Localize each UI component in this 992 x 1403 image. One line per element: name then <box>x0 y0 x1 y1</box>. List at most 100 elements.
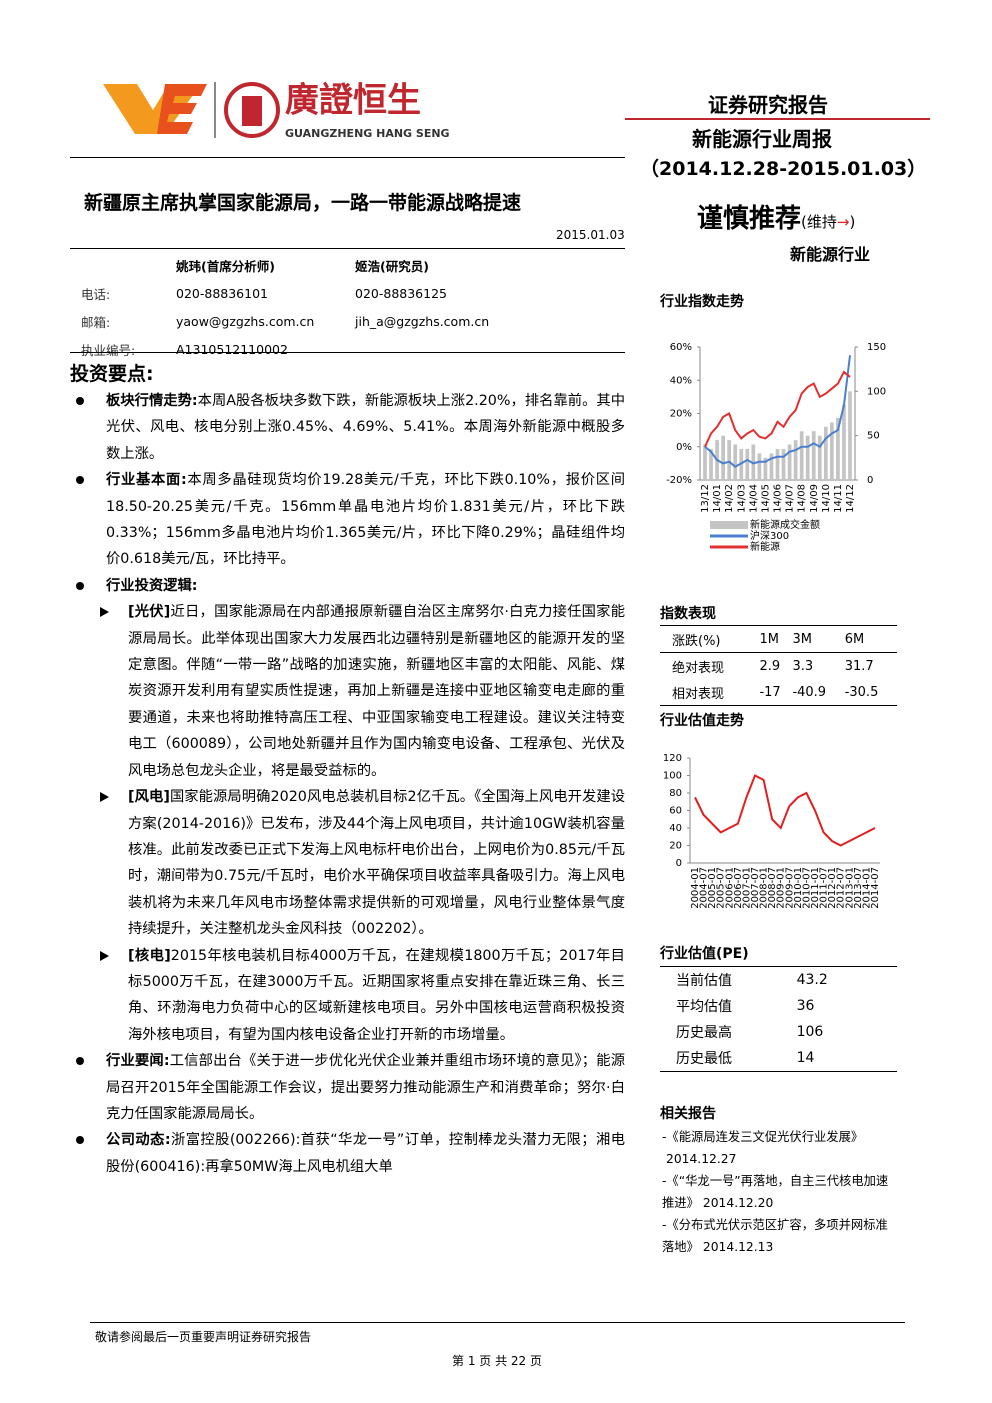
bar <box>763 457 768 480</box>
report-type: 证券研究报告 <box>708 93 828 117</box>
section-title: 相关报告 <box>660 1106 716 1122</box>
highlights: 投资要点: 板块行情走势:本周A股各板块多数下跌，新能源板块上涨2.20%，排名靠… <box>70 360 625 1180</box>
analyst-grid: 姚玮(首席分析师) 姬浩(研究员) 电话: 020-88836101 020-88836… <box>80 251 536 363</box>
x-tick-label: 2008-01 <box>759 867 770 909</box>
y-tick-label: 120 <box>663 753 682 764</box>
cell: 106 <box>796 1024 824 1040</box>
bar <box>842 404 846 480</box>
y-tick-label: 20 <box>669 841 682 852</box>
bar <box>823 426 828 480</box>
rating-arrow: → <box>836 213 850 231</box>
bullet-text: 浙富控股(002266):首获“华龙一号”订单，控制棒龙头潜力无限；湘电股份(6… <box>106 1132 625 1175</box>
x-tick-label: 14/03 <box>736 484 747 513</box>
cell: 36 <box>796 998 815 1014</box>
line <box>694 774 876 847</box>
y-tick-label: 0% <box>676 442 692 453</box>
y-tick-label: 20% <box>670 409 692 420</box>
x-tick-label: 2009-01 <box>776 867 787 909</box>
cell: 43.2 <box>796 972 828 988</box>
bar <box>781 448 786 480</box>
cell: 2.9 <box>759 658 781 674</box>
x-tick-label: 14/07 <box>785 484 796 513</box>
analyst-info: jih_a@gzgzhs.com.cn <box>355 313 490 329</box>
bar <box>733 444 738 480</box>
bar <box>830 422 834 480</box>
bullet-text: 工信部出台《关于进一步优化光伏企业兼并重组市场环境的意见》；能源局召开2015年… <box>106 1053 625 1122</box>
related-title: -《“华龙一号”再落地，自主三代核电加速推进》 <box>662 1174 889 1210</box>
sub-text: 近日，国家能源局在内部通报原新疆自治区主席努尔·白克力接任国家能源局局长。此举体… <box>128 604 625 779</box>
bar <box>709 448 713 480</box>
x-tick-label: 2010-01 <box>793 867 804 909</box>
row: 电话: 020-88836101 020-88836125 <box>80 279 536 307</box>
col-header: 6M <box>844 631 865 647</box>
analyst-info: 020-88836125 <box>355 285 447 301</box>
related-list: -《能源局连发三文促光伏行业发展》 2014.12.27 -《“华龙一号”再落地，自… <box>662 1126 894 1258</box>
x-tick-label: 2005-01 <box>707 867 718 909</box>
x-tick-label: 2008-07 <box>767 867 778 909</box>
analyst-info: yaow@gzgzhs.com.cn <box>176 313 315 329</box>
footer-note: 敬请参阅最后一页重要声明证券研究报告 <box>95 1330 312 1344</box>
rating-note: ) <box>849 213 856 231</box>
x-tick-label: 14/04 <box>748 484 759 513</box>
section-heading: 投资要点: <box>70 363 154 385</box>
report-date: 2015.01.03 <box>556 228 625 242</box>
x-tick-label: 2004-07 <box>699 867 710 909</box>
bullet-label: 公司动态: <box>106 1132 171 1149</box>
bar <box>799 431 804 480</box>
x-tick-label: 14/06 <box>773 484 784 513</box>
row: 相对表现 -17 -40.9 -30.5 <box>660 679 897 706</box>
bar <box>727 440 732 480</box>
logo: 廣證恒生 GUANGZHENG HANG SENG <box>103 81 450 140</box>
y-tick-label: 80 <box>669 788 682 799</box>
bar <box>703 444 707 480</box>
x-tick-label: 2005-07 <box>716 867 727 909</box>
related-item: -《“华龙一号”再落地，自主三代核电加速推进》 2014.12.20 <box>662 1170 894 1214</box>
analyst-table: 姚玮(首席分析师) 姬浩(研究员) 电话: 020-88836101 020-88836… <box>80 251 536 363</box>
x-tick-label: 14/08 <box>797 484 808 513</box>
x-tick-label: 2006-07 <box>733 867 744 909</box>
chart-title: 行业指数走势 <box>660 294 744 310</box>
sub-text: 国家能源局明确2020风电总装机目标2亿千瓦。《全国海上风电开发建设方案(201… <box>128 789 625 938</box>
x-tick-label: 14/12 <box>845 484 856 513</box>
x-tick-label: 14/02 <box>724 484 735 513</box>
y-tick-label: 40 <box>669 823 682 834</box>
bullet: 板块行情走势:本周A股各板块多数下跌，新能源板块上涨2.20%，排名靠前。其中光… <box>70 388 625 467</box>
x-tick-label: 14/09 <box>809 484 820 513</box>
index-table: 涨跌(%) 1M 3M 6M 绝对表现 2.9 3.3 31.7 相对表现 -17 -40.9 -30… <box>660 625 897 706</box>
sub-label: [风电] <box>128 789 170 806</box>
bar <box>836 417 840 480</box>
bullet: 行业投资逻辑: <box>70 573 625 599</box>
chart-title: 行业估值走势 <box>660 713 744 729</box>
related-title: -《分布式光伏示范区扩容，多项并网标准落地》 <box>662 1218 888 1254</box>
y-tick-label: 100 <box>663 771 682 782</box>
sub-text: 2015年核电装机目标4000万千瓦，在建规模1800万千瓦；2017年目标50… <box>128 947 625 1043</box>
bar <box>745 448 750 480</box>
bullet-label: 行业基本面: <box>106 472 187 489</box>
bullet: 行业基本面:本周多晶硅现货均价19.28美元/千克，环比下跌0.10%，报价区间… <box>70 467 625 573</box>
sub-bullet: [核电]2015年核电装机目标4000万千瓦，在建规模1800万千瓦；2017年… <box>70 943 625 1049</box>
cell: 3.3 <box>792 658 814 674</box>
analyst-info: A1310512110002 <box>176 341 288 357</box>
sub-bullet: [光伏]近日，国家能源局在内部通报原新疆自治区主席努尔·白克力接任国家能源局局长… <box>70 599 625 784</box>
rating-block: 谨慎推荐(维持→) <box>697 198 855 235</box>
related-date: 2014.12.20 <box>702 1196 774 1210</box>
row: 平均估值 36 <box>660 993 897 1019</box>
cell: 31.7 <box>844 658 874 674</box>
legend-swatch <box>710 521 748 529</box>
sub-bullet: [风电]国家能源局明确2020风电总装机目标2亿千瓦。《全国海上风电开发建设方案… <box>70 784 625 942</box>
cell: 相对表现 <box>672 686 725 702</box>
cell <box>80 251 175 279</box>
legend-label: 沪深300 <box>750 529 789 542</box>
cell: -30.5 <box>844 684 879 700</box>
x-tick-label: 2012-01 <box>827 867 838 909</box>
related-date: 2014.12.27 <box>666 1152 737 1166</box>
bullet-label: 行业要闻: <box>106 1053 170 1070</box>
bar <box>721 435 725 480</box>
rating-note: (维持 <box>801 213 837 231</box>
section-title: 指数表现 <box>660 606 716 622</box>
cell: 历史最低 <box>676 1051 732 1067</box>
field-label: 执业编号: <box>81 342 136 358</box>
sub-label: [核电] <box>128 947 171 964</box>
section-title: 行业估值(PE) <box>660 946 749 962</box>
